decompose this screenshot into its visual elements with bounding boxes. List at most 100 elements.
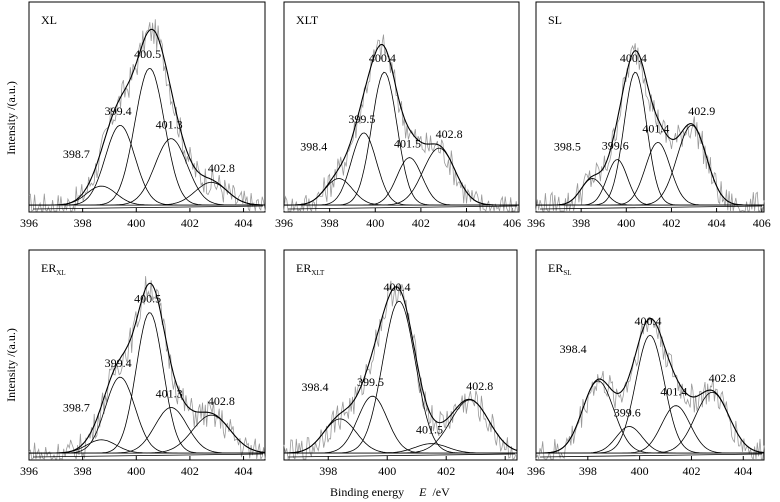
x-tick-label: 400 xyxy=(127,464,145,478)
panel-title-main: SL xyxy=(548,13,562,27)
panel-title-main: ER xyxy=(296,261,311,275)
x-tick-label: 396 xyxy=(275,216,293,230)
raw-spectrum-line xyxy=(535,316,765,461)
x-tick-label: 404 xyxy=(458,216,476,230)
envelope-fit-line xyxy=(29,282,266,454)
y-axis-title: Intensity /(a.u.) xyxy=(4,81,18,155)
peak-label: 402.8 xyxy=(709,371,736,385)
x-tick-label: 400 xyxy=(378,464,396,478)
envelope-fit-line xyxy=(536,49,764,206)
x-tick-label: 400 xyxy=(631,464,649,478)
x-tick-label: 398 xyxy=(319,464,337,478)
panels-group: 396 398 400 402 404 398.7 399.4 400.5 401.3 402.8… xyxy=(20,1,771,478)
x-tick-label: 402 xyxy=(181,464,199,478)
panel-title-sub: XL xyxy=(56,269,65,277)
x-axis-title: Binding energy E /eV xyxy=(330,485,450,499)
envelope-fit-line xyxy=(284,286,518,454)
envelope-fit-line xyxy=(536,317,765,454)
panel-title: ERSL xyxy=(548,261,572,277)
x-tick-label: 402 xyxy=(662,216,680,230)
peak-label: 399.5 xyxy=(348,112,375,126)
panel-frame xyxy=(28,1,266,213)
peak-label: 401.5 xyxy=(416,423,443,437)
panel-title-sub: SL xyxy=(563,269,571,277)
x-tick-label: 404 xyxy=(235,464,253,478)
panel-frame xyxy=(535,249,765,461)
x-tick-label: 398 xyxy=(579,464,597,478)
peak-label: 398.4 xyxy=(302,380,329,394)
x-tick-label: 396 xyxy=(20,216,38,230)
peak-label: 399.6 xyxy=(614,405,641,419)
envelope-fit-line xyxy=(284,44,519,206)
panel-title: ERXL xyxy=(41,261,66,277)
y-axis-title-lower: Intensity /(a.u.) xyxy=(4,328,18,402)
peak-label: 401.4 xyxy=(660,385,687,399)
baseline-line xyxy=(539,453,763,458)
baseline-line xyxy=(32,205,264,210)
x-tick-label: 404 xyxy=(734,464,752,478)
x-tick-label: 398 xyxy=(74,216,92,230)
panel-title-sub: XLT xyxy=(311,269,325,277)
peak-label: 399.4 xyxy=(105,104,132,118)
raw-spectrum-line xyxy=(28,19,266,213)
peak-label: 400.4 xyxy=(620,51,647,65)
x-tick-label: 404 xyxy=(708,216,726,230)
peak-label: 402.8 xyxy=(208,394,235,408)
peak-label: 402.8 xyxy=(436,127,463,141)
panel-1: 396 398 400 402 404 398.7 399.4 400.5 401.3 402.8… xyxy=(20,1,266,230)
raw-spectrum-line xyxy=(283,34,519,213)
x-tick-label: 406 xyxy=(503,216,521,230)
x-tick-label: 396 xyxy=(20,464,38,478)
x-tick-label: 406 xyxy=(753,216,771,230)
x-tick-label: 398 xyxy=(572,216,590,230)
peak-label: 398.4 xyxy=(300,139,327,153)
baseline-line xyxy=(287,205,518,210)
x-axis-title-text: Binding energy xyxy=(330,485,404,499)
baseline-line xyxy=(32,453,264,458)
peak-label: 401.5 xyxy=(394,137,421,151)
raw-spectrum-line xyxy=(28,276,266,461)
panel-title-main: ER xyxy=(41,261,56,275)
x-tick-label: 398 xyxy=(74,464,92,478)
panel-title: ERXLT xyxy=(296,261,325,277)
x-tick-label: 402 xyxy=(412,216,430,230)
panel-title: XL xyxy=(41,13,57,27)
peak-label: 398.7 xyxy=(63,401,90,415)
x-axis-title-var: E xyxy=(418,485,427,499)
x-tick-label: 402 xyxy=(682,464,700,478)
x-tick-label: 398 xyxy=(321,216,339,230)
peak-label: 399.6 xyxy=(602,138,629,152)
peak-label: 400.4 xyxy=(635,314,662,328)
panel-3: 396 398 400 402 404 406 398.5 399.6 400.4 401.4 40… xyxy=(527,1,771,230)
baseline-line xyxy=(287,453,516,458)
peak-label: 400.4 xyxy=(369,51,396,65)
panel-title-main: XLT xyxy=(296,13,319,27)
peak-label: 398.4 xyxy=(560,342,587,356)
x-axis-title-unit: /eV xyxy=(432,485,450,499)
baseline-line xyxy=(539,205,763,210)
x-tick-label: 400 xyxy=(617,216,635,230)
panel-6: 396 398 400 402 404 398.4 399.6 400.4 401.4 402.8… xyxy=(527,249,765,478)
peak-label: 398.7 xyxy=(63,147,90,161)
peak-label: 400.5 xyxy=(134,47,161,61)
x-tick-label: 400 xyxy=(127,216,145,230)
panel-title: XLT xyxy=(296,13,319,27)
panel-frame xyxy=(283,249,518,461)
peak-label: 402.9 xyxy=(688,104,715,118)
peak-label: 401.4 xyxy=(642,121,669,135)
x-tick-label: 396 xyxy=(527,216,545,230)
x-tick-label: 404 xyxy=(496,464,514,478)
panel-2: 396 398 400 402 404 406 398.4 399.5 400.4 401.5 40… xyxy=(275,1,521,230)
peak-label: 398.5 xyxy=(554,139,581,153)
x-tick-label: 402 xyxy=(181,216,199,230)
x-tick-label: 404 xyxy=(235,216,253,230)
peak-label: 401.3 xyxy=(156,118,183,132)
peak-label: 402.8 xyxy=(466,379,493,393)
peak-label: 399.4 xyxy=(105,356,132,370)
x-tick-label: 400 xyxy=(366,216,384,230)
panel-4: 396 398 400 402 404398.7399.4400.5401.3402.8… xyxy=(20,249,266,478)
peak-label: 402.8 xyxy=(208,161,235,175)
peak-label: 401.3 xyxy=(156,386,183,400)
